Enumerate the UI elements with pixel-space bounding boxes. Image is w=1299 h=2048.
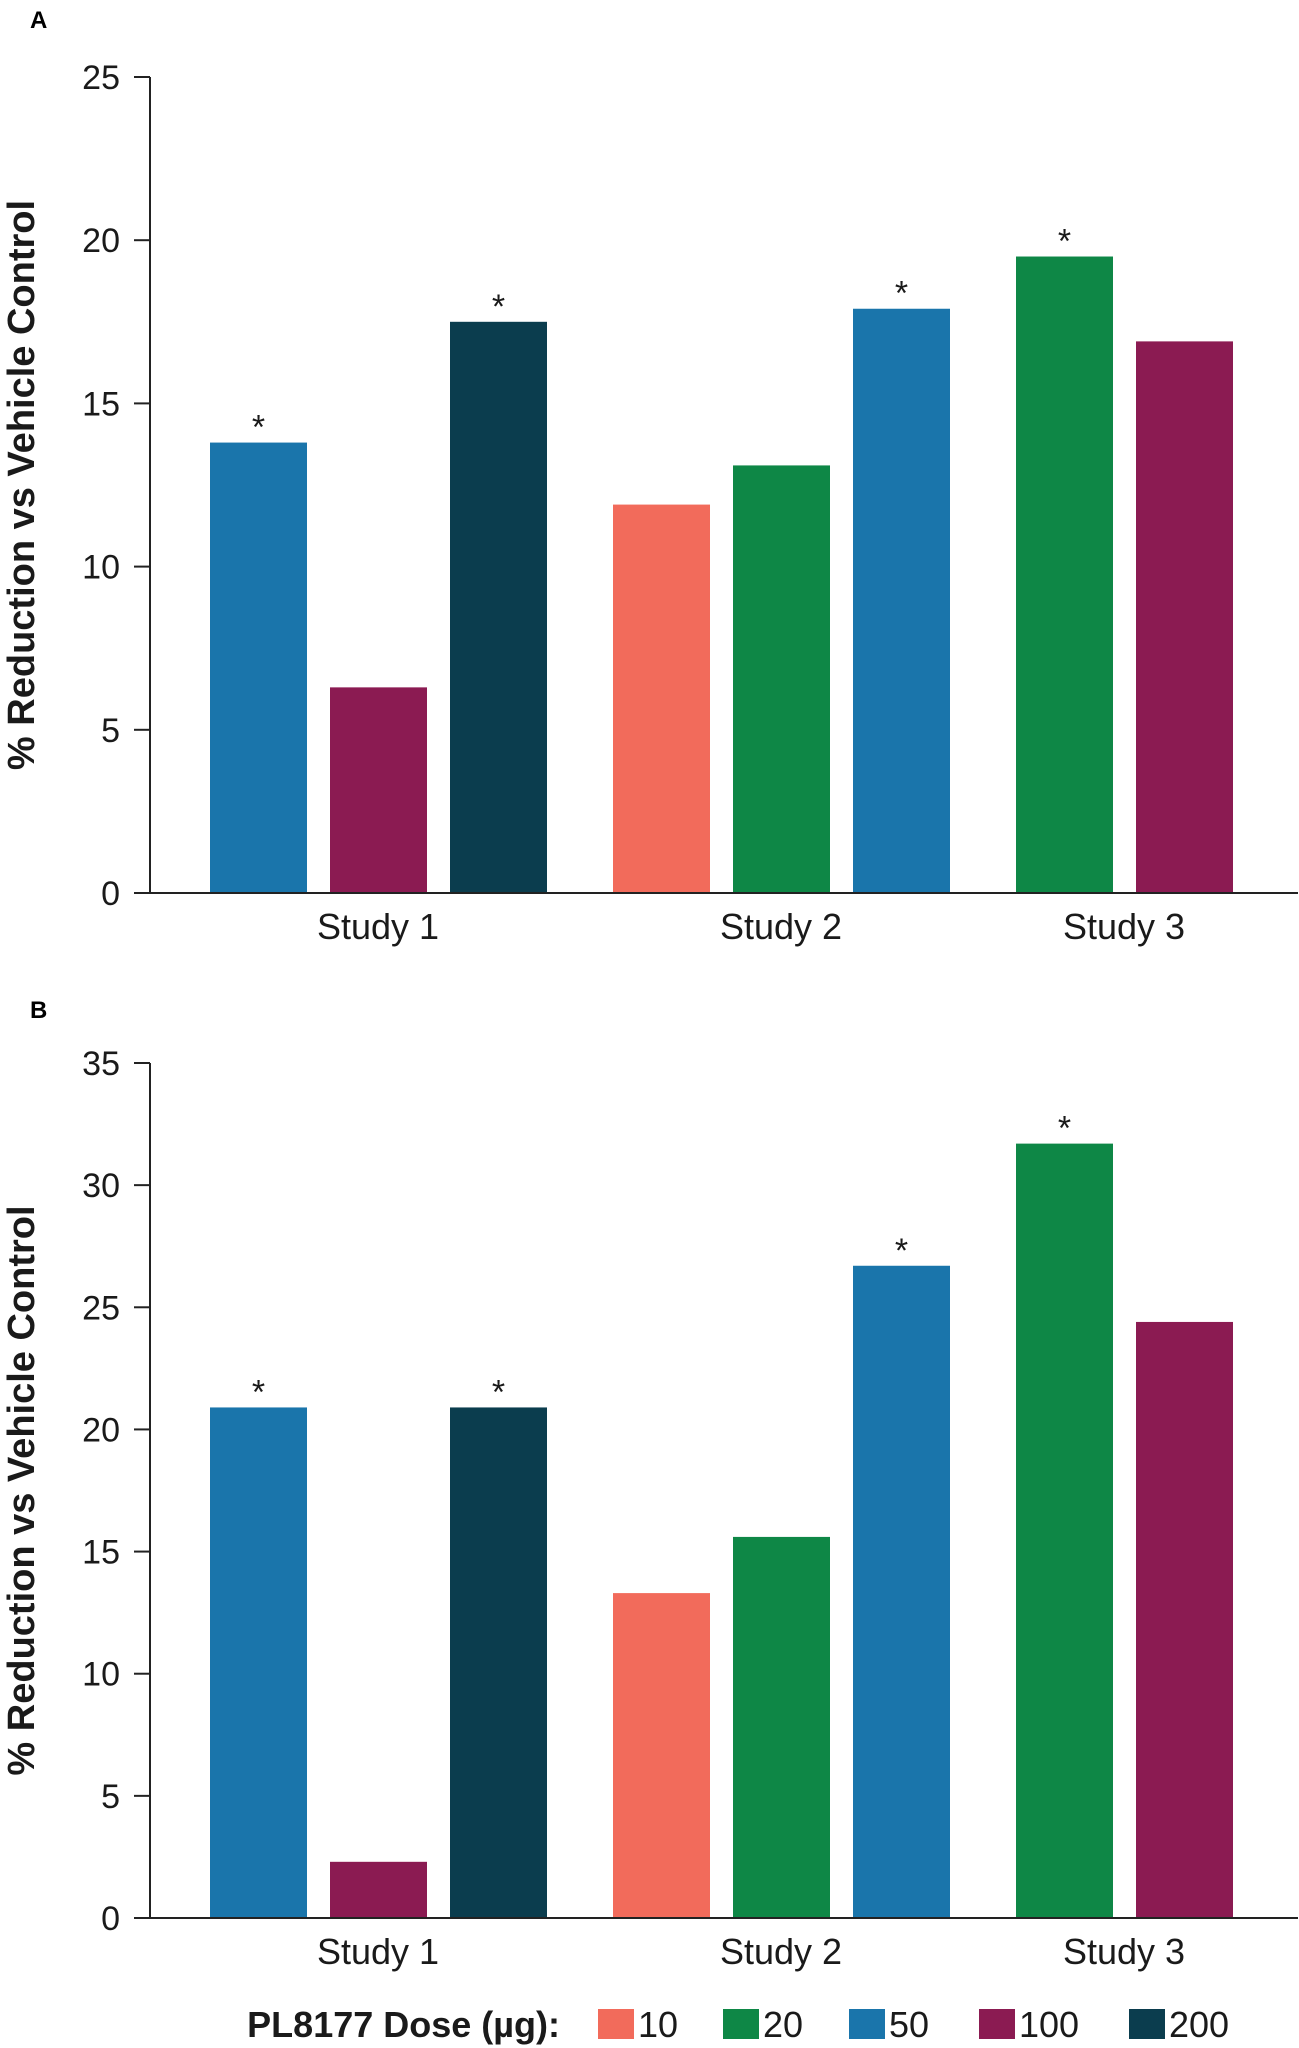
significance-marker: * [895,275,908,313]
bar-study-3-dose-20 [1016,256,1113,893]
x-category-label: Study 3 [1063,906,1185,947]
legend-swatch-100 [979,2009,1015,2039]
significance-marker: * [252,1373,265,1411]
significance-marker: * [1058,223,1071,261]
legend-label-10: 10 [638,2004,678,2045]
y-tick-label: 10 [82,549,120,587]
x-category-label: Study 2 [720,1931,842,1972]
bar-study-2-dose-50 [853,1265,950,1918]
bar-study-2-dose-50 [853,308,950,893]
bar-study-3-dose-100 [1136,341,1233,893]
legend-label-200: 200 [1169,2004,1229,2045]
y-tick-label: 15 [82,385,120,423]
y-tick-label: 5 [101,1778,120,1816]
legend-swatch-20 [723,2009,759,2039]
y-tick-label: 0 [101,875,120,913]
bar-study-3-dose-20 [1016,1143,1113,1918]
x-category-label: Study 1 [317,1931,439,1972]
bar-study-2-dose-20 [733,465,830,893]
bar-study-2-dose-10 [613,1593,710,1918]
panel-letter: B [30,997,47,1024]
panel-a: A % Reduction vs Vehicle Control 0 5 10 15 20 2… [1,7,1298,947]
significance-marker: * [492,288,505,326]
legend-label-50: 50 [889,2004,929,2045]
significance-marker: * [1058,1110,1071,1148]
bar-study-2-dose-20 [733,1536,830,1918]
y-tick-label: 35 [82,1045,120,1083]
significance-marker: * [252,409,265,447]
y-tick-label: 20 [82,222,120,260]
y-tick-label: 10 [82,1656,120,1694]
bar-study-1-dose-100 [330,1861,427,1918]
y-tick-label: 0 [101,1900,120,1938]
y-axis-label: % Reduction vs Vehicle Control [1,1205,43,1775]
y-tick-label: 5 [101,712,120,750]
legend-label-100: 100 [1019,2004,1079,2045]
bar-study-1-dose-50 [210,442,307,893]
legend-swatch-10 [598,2009,634,2039]
panel-letter: A [30,7,47,34]
panel-b: B % Reduction vs Vehicle Control 0 5 10 15 20 2… [1,997,1298,1972]
significance-marker: * [895,1232,908,1270]
x-category-label: Study 3 [1063,1931,1185,1972]
bar-study-3-dose-100 [1136,1321,1233,1918]
significance-marker: * [492,1373,505,1411]
bar-study-1-dose-100 [330,687,427,893]
legend-swatch-200 [1129,2009,1165,2039]
y-tick-label: 30 [82,1167,120,1205]
y-tick-label: 20 [82,1411,120,1449]
bar-study-2-dose-10 [613,504,710,893]
legend-swatch-50 [849,2009,885,2039]
y-tick-label: 25 [82,59,120,97]
x-category-label: Study 2 [720,906,842,947]
legend-title: PL8177 Dose (µg): [247,2004,560,2045]
y-tick-label: 15 [82,1534,120,1572]
legend: PL8177 Dose (µg): 10 20 50 100 200 [247,2004,1229,2045]
bar-study-1-dose-200 [450,321,547,893]
bar-study-1-dose-200 [450,1407,547,1918]
y-tick-label: 25 [82,1289,120,1327]
bar-study-1-dose-50 [210,1407,307,1918]
legend-label-20: 20 [763,2004,803,2045]
x-category-label: Study 1 [317,906,439,947]
y-axis-label: % Reduction vs Vehicle Control [1,200,43,770]
